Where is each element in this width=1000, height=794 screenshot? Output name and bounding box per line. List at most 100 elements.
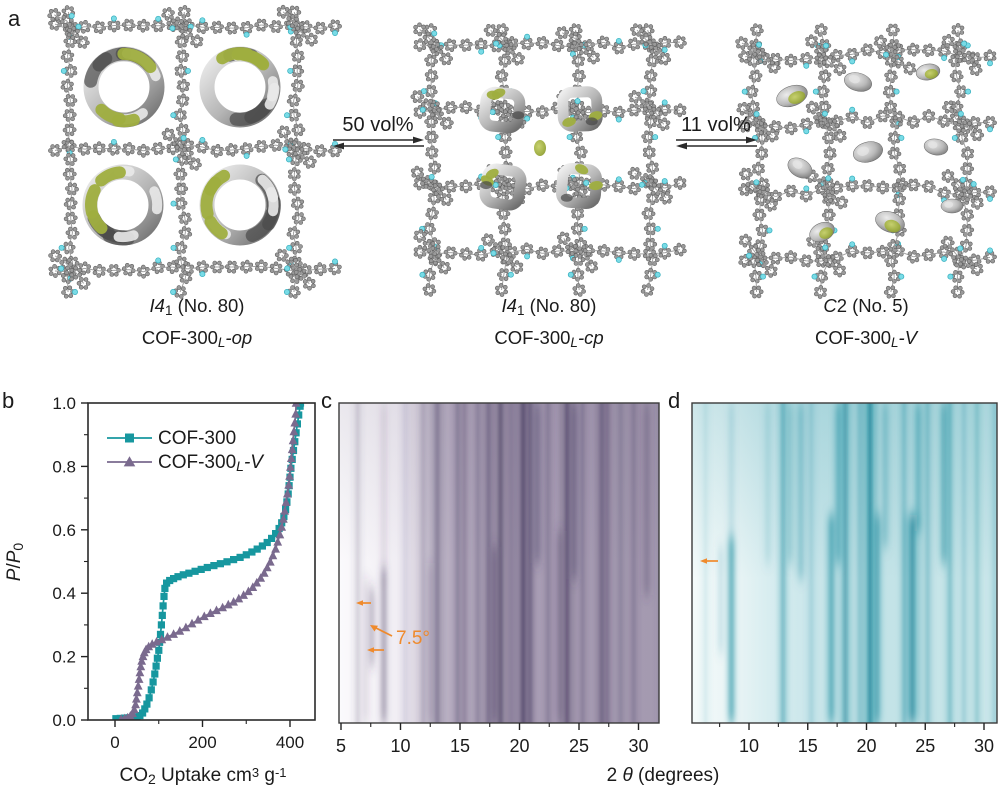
- caption-v-name: COF-300L-V: [815, 327, 919, 350]
- diffraction-band: [528, 403, 532, 723]
- diffraction-band: [520, 403, 526, 723]
- tick-label-y: 0.2: [52, 648, 76, 667]
- annotation-7-5-deg: 7.5°: [396, 628, 430, 649]
- diffraction-band: [645, 403, 649, 595]
- legend-label-cof300: COF-300: [158, 428, 236, 449]
- diffraction-band: [942, 403, 946, 563]
- diffraction-band: [730, 403, 733, 538]
- tick-label-x: 400: [276, 733, 304, 752]
- heatmap-d-frame: [691, 402, 998, 724]
- tick-label-2theta: 5: [336, 736, 346, 756]
- panel-a-label: a: [8, 6, 21, 31]
- diffraction-band: [581, 403, 585, 723]
- diffraction-band: [558, 531, 562, 723]
- diffraction-band: [660, 403, 663, 723]
- panel-b-xlabel: CO2 Uptake cm3 g-1: [119, 765, 286, 787]
- annotation-arrow-d: [700, 558, 718, 564]
- diffraction-band: [572, 403, 576, 579]
- diffraction-band: [487, 403, 491, 723]
- heatmap-d-partial-bands: [715, 403, 950, 723]
- diffraction-band: [766, 403, 770, 563]
- diffraction-band: [493, 547, 496, 723]
- tick-label-y: 0.6: [52, 521, 76, 540]
- panel-c-label: c: [321, 388, 332, 413]
- tick-label-2theta: 15: [798, 736, 818, 756]
- legend-marker-triangle: [123, 456, 136, 467]
- diffraction-band: [429, 563, 432, 723]
- diffraction-band: [364, 579, 368, 723]
- panel-b-axis-ticks: 0 200 400 0.0 0.2 0.4 0.6 0.8 1.0: [52, 394, 304, 752]
- diffraction-band: [632, 403, 636, 723]
- diffraction-band: [619, 403, 623, 723]
- diffraction-band: [382, 569, 386, 723]
- diffraction-band: [463, 403, 466, 723]
- molecular-structure-v: [735, 23, 997, 299]
- tick-label-y: 0.8: [52, 457, 76, 476]
- diffraction-band: [356, 403, 360, 723]
- diffraction-band: [498, 403, 503, 723]
- molecular-structure-cp: [410, 22, 687, 297]
- tick-label-y: 1.0: [52, 394, 76, 413]
- diffraction-band: [456, 403, 460, 723]
- tick-label-2theta: 20: [509, 736, 529, 756]
- diffraction-band: [788, 403, 792, 563]
- panel-c-axis-ticks: 5 10 15 20 25 30: [336, 723, 649, 756]
- equilibrium-arrow-11vol: [676, 136, 757, 150]
- tick-label-x: 200: [188, 733, 216, 752]
- molecular-structure-op: [47, 4, 342, 299]
- tick-label-2theta: 15: [450, 736, 470, 756]
- diffraction-band: [843, 403, 848, 723]
- diffraction-band: [916, 403, 920, 531]
- tick-label-2theta: 10: [390, 736, 410, 756]
- heatmap-c-partial-bands: [361, 403, 653, 723]
- caption-op-spacegroup: I41 (No. 80): [150, 295, 245, 318]
- tick-label-2theta: 30: [974, 736, 994, 756]
- diffraction-band: [476, 403, 480, 723]
- diffraction-band: [883, 403, 887, 547]
- panel-b-isotherm-chart: b 0 200 400 0.0 0.2 0.4 0.6 0.8 1.0 P/P0 CO2 Upt…: [2, 388, 316, 787]
- tick-label-x: 0: [110, 733, 119, 752]
- diffraction-band: [910, 515, 915, 723]
- tick-label-2theta: 30: [628, 736, 648, 756]
- diffraction-band-halo: [988, 403, 997, 723]
- diffraction-band: [809, 403, 813, 723]
- caption-op-name: COF-300L-op: [142, 327, 252, 350]
- panel-b-label: b: [2, 388, 14, 413]
- panel-a: a 50 vol% 11 vol% I41 (No. 80) COF-300L-…: [8, 4, 997, 350]
- tick-label-y: 0.0: [52, 711, 76, 730]
- diffraction-band: [975, 403, 979, 723]
- panel-c-heatmap: c 5 10 15 20 25 30 7.5°: [321, 388, 663, 756]
- panel-b-ylabel: P/P0: [4, 543, 26, 582]
- panel-b-plot-frame: [87, 402, 316, 721]
- tick-label-y: 0.4: [52, 584, 76, 603]
- diffraction-band: [829, 515, 833, 723]
- diffraction-band: [421, 403, 425, 723]
- transition-label-11vol: 11 vol%: [681, 114, 751, 136]
- diffraction-band: [836, 403, 840, 563]
- caption-cp-name: COF-300L-cp: [494, 327, 603, 350]
- panel-d-axis-ticks: 10 15 20 25 30: [719, 723, 994, 756]
- diffraction-band: [403, 403, 407, 723]
- caption-v-spacegroup: C2 (No. 5): [823, 295, 908, 316]
- tick-label-2theta: 25: [915, 736, 935, 756]
- legend-marker-square: [125, 433, 134, 443]
- legend-entry-cof300lv: COF-300L-V: [107, 452, 265, 474]
- diffraction-band: [875, 515, 879, 723]
- transition-label-50vol: 50 vol%: [342, 114, 413, 136]
- diffraction-band: [606, 403, 610, 723]
- diffraction-band: [382, 403, 386, 579]
- equilibrium-arrow-50vol: [333, 136, 424, 150]
- legend-entry-cof300: COF-300: [107, 428, 236, 449]
- tick-label-2theta: 10: [739, 736, 759, 756]
- diffraction-band: [926, 403, 930, 723]
- panel-b-series: [112, 403, 305, 720]
- tick-label-2theta: 25: [569, 736, 589, 756]
- heatmap-c-frame: [338, 402, 660, 724]
- panel-d-label: d: [668, 388, 680, 413]
- diffraction-band: [719, 547, 722, 653]
- diffraction-band: [781, 403, 785, 723]
- panel-cd-xlabel: 2 θ (degrees): [607, 765, 720, 786]
- caption-cp-spacegroup: I41 (No. 80): [502, 295, 597, 318]
